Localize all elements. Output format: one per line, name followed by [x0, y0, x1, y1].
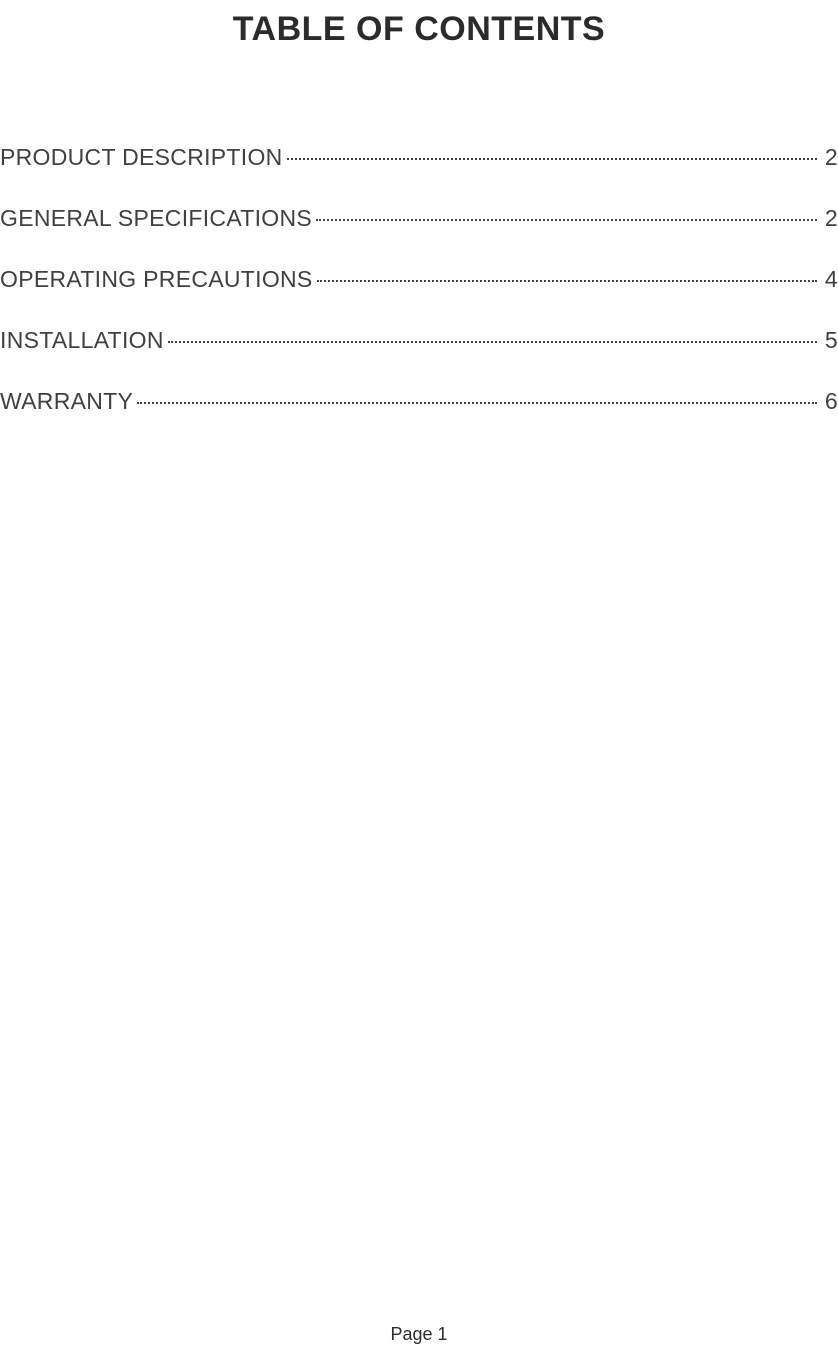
toc-entry-label: OPERATING PRECAUTIONS — [0, 266, 313, 293]
toc-dot-leader — [316, 219, 817, 221]
toc-dot-leader — [317, 280, 817, 282]
toc-entry: INSTALLATION 5 — [0, 327, 838, 354]
toc-dot-leader — [137, 402, 817, 404]
toc-entry: OPERATING PRECAUTIONS 4 — [0, 266, 838, 293]
toc-entry: GENERAL SPECIFICATIONS 2 — [0, 205, 838, 232]
toc-entry-label: GENERAL SPECIFICATIONS — [0, 205, 312, 232]
toc-entry-page: 2 — [821, 144, 838, 171]
toc-entry: WARRANTY 6 — [0, 388, 838, 415]
toc-dot-leader — [287, 158, 817, 160]
page-title: TABLE OF CONTENTS — [0, 0, 838, 49]
toc-entry-label: INSTALLATION — [0, 327, 164, 354]
toc-entry: PRODUCT DESCRIPTION 2 — [0, 144, 838, 171]
page-footer: Page 1 — [0, 1324, 838, 1345]
toc-list: PRODUCT DESCRIPTION 2 GENERAL SPECIFICAT… — [0, 144, 838, 415]
toc-entry-page: 2 — [821, 205, 838, 232]
toc-entry-label: PRODUCT DESCRIPTION — [0, 144, 283, 171]
toc-entry-label: WARRANTY — [0, 388, 133, 415]
toc-entry-page: 6 — [821, 388, 838, 415]
toc-dot-leader — [168, 341, 817, 343]
toc-entry-page: 5 — [821, 327, 838, 354]
toc-entry-page: 4 — [821, 266, 838, 293]
